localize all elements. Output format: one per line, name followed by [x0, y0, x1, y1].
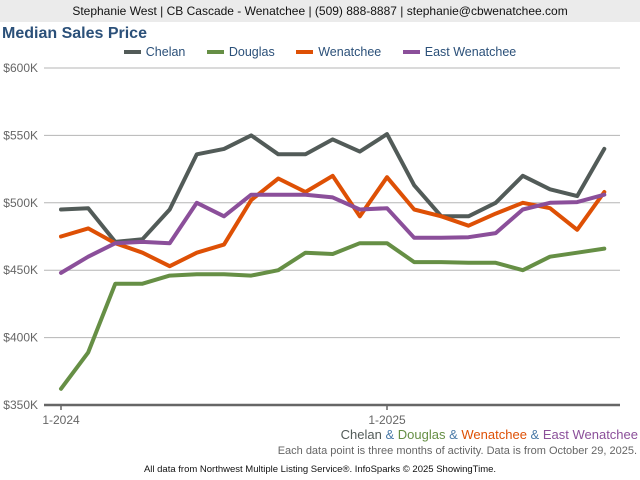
y-tick-label: $350K	[3, 398, 38, 412]
legend-item-east-wenatchee[interactable]: East Wenatchee	[402, 45, 517, 59]
y-tick-label: $500K	[3, 196, 38, 210]
series-line-east-wenatchee	[59, 192, 607, 275]
y-tick-label: $600K	[3, 61, 38, 75]
legend-swatch	[206, 49, 224, 54]
ampersand: &	[530, 427, 540, 442]
ampersand: &	[449, 427, 458, 442]
legend-swatch	[123, 49, 141, 54]
chart-title: Median Sales Price	[2, 25, 147, 42]
legend-label: East Wenatchee	[424, 45, 517, 59]
area-wenatchee: Wenatchee	[461, 427, 527, 442]
ampersand: &	[385, 427, 395, 442]
area-east-wenatchee: East Wenatchee	[542, 427, 638, 442]
y-tick-label: $400K	[3, 331, 38, 345]
legend-item-douglas[interactable]: Douglas	[206, 45, 275, 59]
legend-label: Douglas	[228, 45, 275, 59]
legend-swatch	[296, 49, 314, 54]
series-line-douglas	[59, 241, 607, 391]
x-tick-label: 1-2024	[42, 413, 80, 427]
data-note: Each data point is three months of activ…	[277, 445, 637, 457]
legend-swatch	[402, 49, 420, 54]
line-chart: $350K $400K $450K $500K $550K $600K 1-2024 1-20…	[3, 61, 620, 427]
legend-label: Chelan	[145, 45, 186, 59]
y-tick-label: $450K	[3, 263, 38, 277]
y-tick-label: $550K	[3, 128, 38, 142]
series-line-chelan	[59, 132, 607, 244]
area-douglas: Douglas	[397, 427, 446, 442]
legend-label: Wenatchee	[318, 45, 382, 59]
legend: Chelan Douglas Wenatchee East Wenatchee	[0, 45, 640, 59]
legend-item-chelan[interactable]: Chelan	[123, 45, 186, 59]
footer: All data from Northwest Multiple Listing…	[143, 464, 497, 475]
contact-bar: Stephanie West | CB Cascade - Wenatchee …	[0, 0, 640, 22]
area-chelan: Chelan	[340, 427, 382, 442]
x-tick-label: 1-2025	[368, 413, 406, 427]
series-line-wenatchee	[59, 173, 607, 269]
areas-label: Chelan & Douglas & Wenatchee & East Wena…	[341, 427, 638, 442]
legend-item-wenatchee[interactable]: Wenatchee	[296, 45, 381, 59]
